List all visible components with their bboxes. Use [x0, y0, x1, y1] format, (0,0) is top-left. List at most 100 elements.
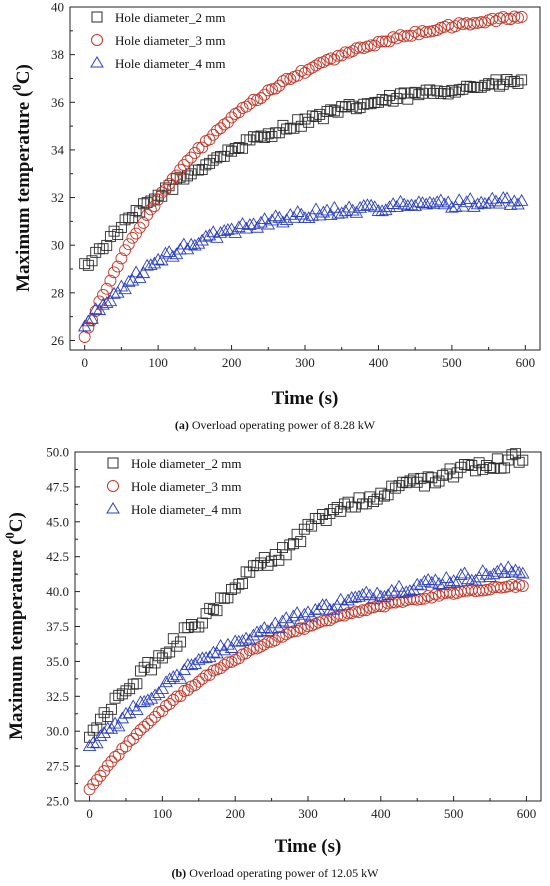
data-point-square	[215, 592, 227, 604]
data-point-circle	[221, 656, 234, 669]
data-point-square	[382, 489, 394, 501]
data-point-triangle	[377, 589, 392, 602]
data-point-square	[229, 582, 241, 594]
data-point-square	[464, 81, 476, 92]
data-point-square	[486, 78, 498, 90]
data-point-circle	[431, 24, 444, 36]
data-point-circle	[159, 183, 172, 196]
data-point-triangle	[239, 221, 254, 234]
data-point-circle	[130, 227, 143, 240]
data-point-square	[222, 144, 234, 156]
data-point-circle	[170, 169, 183, 182]
data-point-square	[491, 453, 503, 465]
x-tick-label: 100	[148, 355, 168, 370]
data-point-square	[244, 566, 256, 578]
data-point-square	[137, 198, 149, 210]
data-point-triangle	[166, 249, 180, 262]
data-point-square	[419, 480, 430, 492]
data-point-circle	[243, 97, 256, 110]
data-point-triangle	[461, 572, 475, 585]
data-point-square	[384, 89, 395, 101]
data-point-triangle	[261, 624, 275, 637]
data-point-square	[406, 87, 417, 99]
data-marks-a	[77, 10, 529, 343]
data-point-square	[457, 83, 469, 95]
x-tick-label: 600	[517, 806, 537, 821]
data-point-triangle	[290, 606, 304, 618]
y-tick-label: 36	[51, 95, 65, 110]
data-point-square	[255, 130, 267, 142]
data-point-square	[494, 80, 506, 92]
data-point-triangle	[111, 719, 126, 732]
data-point-square	[411, 476, 423, 488]
data-point-triangle	[99, 296, 114, 309]
legend-marker-triangle-b	[106, 502, 120, 514]
data-point-square	[119, 214, 131, 226]
data-point-circle	[277, 75, 289, 88]
data-point-circle	[240, 647, 253, 660]
data-point-triangle	[379, 203, 393, 216]
data-point-square	[97, 243, 109, 255]
data-point-square	[404, 475, 416, 487]
data-point-square	[280, 549, 292, 561]
data-point-square	[302, 518, 314, 530]
data-point-circle	[320, 614, 333, 627]
data-point-circle	[383, 35, 396, 48]
data-point-square	[284, 539, 296, 551]
data-point-square	[446, 84, 458, 96]
data-point-triangle	[206, 225, 220, 238]
x-tick-label: 100	[153, 806, 173, 821]
data-point-square	[131, 678, 143, 690]
data-point-square	[211, 605, 223, 617]
legend-marker-square-b	[107, 457, 119, 469]
legend-marker-triangle-a	[90, 56, 104, 68]
data-point-square	[336, 101, 348, 112]
data-point-circle	[442, 19, 455, 31]
data-point-triangle	[388, 585, 403, 598]
data-point-square	[499, 462, 511, 474]
data-point-circle	[134, 723, 147, 736]
y-tick-label: 47.5	[46, 479, 69, 494]
data-point-square	[164, 646, 176, 658]
data-point-square	[101, 239, 113, 251]
data-point-square	[453, 84, 465, 96]
data-point-square	[338, 498, 350, 510]
data-point-square	[273, 127, 285, 139]
data-point-circle	[398, 30, 411, 43]
data-point-triangle	[82, 739, 97, 752]
data-point-triangle	[151, 252, 165, 265]
data-point-triangle	[446, 574, 461, 586]
data-point-square	[95, 713, 106, 725]
data-point-triangle	[490, 564, 505, 577]
data-point-triangle	[199, 229, 213, 242]
data-point-circle	[332, 49, 344, 62]
data-point-square	[320, 515, 332, 527]
data-point-circle	[156, 704, 169, 717]
data-point-circle	[155, 186, 168, 199]
data-point-circle	[207, 128, 220, 141]
data-point-square	[455, 461, 467, 473]
data-point-circle	[97, 288, 109, 301]
data-point-square	[309, 512, 321, 524]
data-point-triangle	[304, 609, 319, 622]
data-point-triangle	[516, 566, 530, 579]
data-point-circle	[294, 622, 307, 635]
data-point-square	[86, 255, 98, 267]
data-point-square	[479, 79, 491, 91]
data-point-circle	[405, 29, 418, 42]
data-point-circle	[323, 614, 336, 627]
data-point-square	[269, 549, 281, 560]
data-point-square	[483, 78, 495, 90]
data-point-circle	[346, 45, 359, 57]
data-point-square	[186, 619, 197, 630]
data-point-triangle	[445, 200, 459, 213]
data-point-circle	[379, 35, 392, 48]
data-point-triangle	[169, 247, 184, 260]
data-point-square	[233, 578, 245, 590]
data-point-square	[484, 462, 496, 473]
data-point-triangle	[468, 573, 483, 586]
data-point-square	[372, 96, 384, 108]
data-point-circle	[130, 728, 143, 740]
data-point-triangle	[268, 209, 283, 222]
data-point-square	[167, 633, 179, 645]
